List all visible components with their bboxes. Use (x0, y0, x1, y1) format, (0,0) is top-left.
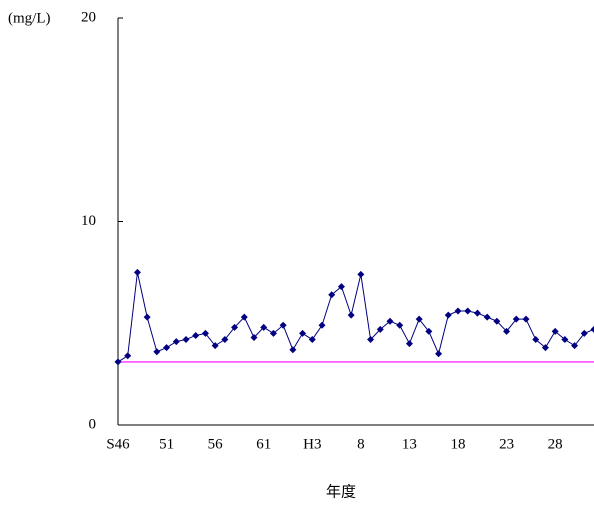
x-tick-label: H3 (303, 436, 321, 452)
point (483, 313, 491, 321)
x-tick-label: 51 (159, 436, 174, 452)
point (580, 329, 588, 337)
point (172, 338, 180, 346)
point (182, 336, 190, 344)
y-tick-label: 0 (89, 416, 97, 432)
point (444, 311, 452, 319)
point (396, 321, 404, 329)
point (541, 344, 549, 352)
x-tick-label: 56 (208, 436, 224, 452)
point (532, 336, 540, 344)
series-line (117, 272, 594, 363)
y-tick-label: 20 (81, 9, 96, 25)
point (124, 352, 132, 360)
y-tick-label: 10 (81, 213, 96, 229)
point (221, 336, 229, 344)
x-axis-label: 年度 (326, 483, 356, 500)
point (415, 315, 423, 323)
point (503, 327, 511, 335)
point (386, 317, 394, 325)
point (289, 346, 297, 354)
point (493, 317, 501, 325)
point (279, 321, 287, 329)
point (240, 313, 248, 321)
point (211, 342, 219, 350)
point (435, 350, 443, 358)
point (522, 315, 530, 323)
x-tick-label: 13 (402, 436, 417, 452)
x-tick-label: S46 (106, 436, 130, 452)
point (299, 329, 307, 337)
point (347, 311, 355, 319)
point (318, 321, 326, 329)
point (308, 336, 316, 344)
x-tick-label: 18 (451, 436, 466, 452)
point (551, 327, 559, 335)
point (571, 342, 579, 350)
y-axis-label: (mg/L) (8, 10, 51, 26)
point (163, 344, 171, 352)
point (153, 348, 161, 356)
point (201, 329, 209, 337)
point (143, 313, 151, 321)
point (114, 358, 122, 366)
point (405, 340, 413, 348)
point (192, 331, 200, 339)
x-tick-label: 28 (548, 436, 563, 452)
point (260, 323, 268, 331)
x-tick-label: 61 (256, 436, 271, 452)
point (357, 270, 365, 278)
point (367, 336, 375, 344)
point (425, 327, 433, 335)
point (454, 307, 462, 315)
point (250, 333, 258, 341)
point (328, 291, 336, 299)
point (512, 315, 520, 323)
x-tick-label: 23 (499, 436, 514, 452)
point (231, 323, 239, 331)
point (590, 325, 594, 333)
point (269, 329, 277, 337)
point (376, 325, 384, 333)
point (561, 336, 569, 344)
point (464, 307, 472, 315)
point (473, 309, 481, 317)
point (133, 268, 141, 276)
point (337, 283, 345, 291)
x-tick-label: 8 (357, 436, 365, 452)
